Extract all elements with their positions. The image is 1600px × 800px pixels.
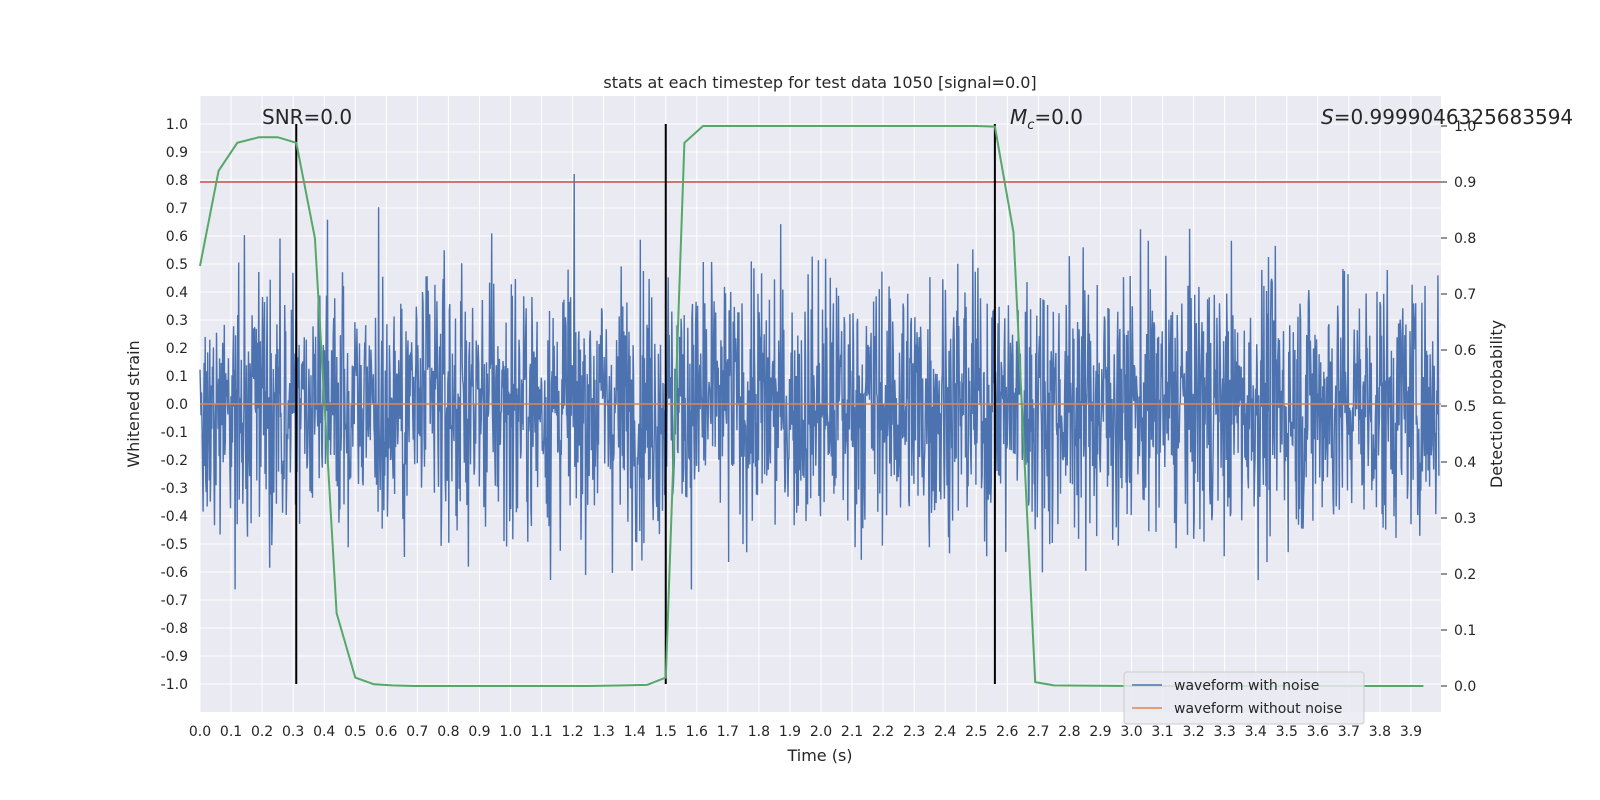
x-tick-label: 0.4 (313, 724, 335, 740)
legend-label-clean: waveform without noise (1174, 701, 1342, 717)
x-tick-labels: 0.0 0.1 0.2 0.3 0.4 0.5 0.6 0.7 0.8 0.9 1.0 1.1 1.2 1… (189, 724, 1422, 740)
y-tick-label: -0.3 (161, 481, 188, 497)
y-tick-label: 0.0 (166, 397, 188, 413)
x-tick-label: 2.3 (903, 724, 925, 740)
y-axis-title: Whitened strain (124, 340, 143, 467)
legend: waveform with noise waveform without noi… (1123, 671, 1365, 725)
noisy-waveform-line (199, 173, 1440, 590)
x-tick-label: 3.6 (1307, 724, 1329, 740)
x-tick-label: 3.5 (1276, 724, 1298, 740)
y-tick-label: -0.8 (161, 621, 188, 637)
x-tick-label: 0.2 (251, 724, 273, 740)
noisy-waveform-series (199, 173, 1440, 590)
s-symbol: S (1321, 105, 1334, 129)
snr-annotation: SNR=0.0 (262, 105, 352, 129)
y2-tick-label: 0.0 (1454, 679, 1476, 695)
y-tick-label: 0.4 (166, 285, 188, 301)
x-tick-label: 1.1 (530, 724, 552, 740)
x-tick-label: 2.2 (872, 724, 894, 740)
x-tick-label: 3.3 (1214, 724, 1236, 740)
x-tick-label: 3.2 (1182, 724, 1204, 740)
x-tick-label: 1.5 (655, 724, 677, 740)
x-tick-label: 0.3 (282, 724, 304, 740)
x-tick-label: 0.5 (344, 724, 366, 740)
chirp-mass-symbol: M (1010, 105, 1027, 129)
y-tick-label: -1.0 (161, 677, 188, 693)
x-tick-label: 1.8 (748, 724, 770, 740)
detection-probability-line (199, 125, 1424, 687)
x-tick-label: 3.9 (1400, 724, 1422, 740)
x-tick-label: 0.6 (375, 724, 397, 740)
legend-label-noisy: waveform with noise (1174, 678, 1319, 694)
x-tick-label: 1.9 (779, 724, 801, 740)
x-tick-label: 3.0 (1120, 724, 1142, 740)
y-tick-label: -0.7 (161, 593, 188, 609)
y2-tick-label: 0.9 (1454, 175, 1476, 191)
chirp-mass-annotation: Mc=0.0 (1010, 105, 1083, 133)
y2-tick-label: 0.7 (1454, 287, 1476, 303)
x-axis-title: Time (s) (786, 746, 852, 765)
y2-tick-label: 0.4 (1454, 455, 1476, 471)
marker-lines (295, 124, 996, 684)
x-tick-label: 2.0 (810, 724, 832, 740)
y2-tick-labels: 1.0 0.9 0.8 0.7 0.6 0.5 0.4 0.3 0.2 0.1 0.0 (1441, 119, 1476, 695)
y2-tick-label: 0.5 (1454, 399, 1476, 415)
x-tick-label: 2.5 (965, 724, 987, 740)
x-tick-label: 1.6 (686, 724, 708, 740)
s-annotation: S=0.9999046325683594 (1321, 105, 1573, 129)
x-tick-label: 3.1 (1151, 724, 1173, 740)
y2-tick-label: 1.0 (1454, 119, 1476, 135)
y-tick-label: -0.4 (161, 509, 188, 525)
chirp-mass-value: =0.0 (1034, 105, 1083, 129)
y2-tick-label: 0.1 (1454, 623, 1476, 639)
legend-box (1123, 671, 1365, 725)
y2-tick-label: 0.6 (1454, 343, 1476, 359)
y-tick-label: 0.8 (166, 173, 188, 189)
y-tick-label: -0.5 (161, 537, 188, 553)
y2-axis-title: Detection probability (1487, 320, 1506, 488)
y-tick-labels: 1.0 0.9 0.8 0.7 0.6 0.5 0.4 0.3 0.2 0.1 0.0 -0.1 -0.… (161, 117, 188, 693)
y-tick-label: -0.9 (161, 649, 188, 665)
y-tick-label: 0.2 (166, 341, 188, 357)
x-tick-label: 2.7 (1027, 724, 1049, 740)
x-tick-label: 2.4 (934, 724, 956, 740)
chart-title: stats at each timestep for test data 105… (603, 73, 1036, 92)
y2-tick-label: 0.2 (1454, 567, 1476, 583)
x-tick-label: 1.3 (593, 724, 615, 740)
y-tick-label: -0.2 (161, 453, 188, 469)
y-tick-label: 0.7 (166, 201, 188, 217)
y-tick-label: 0.6 (166, 229, 188, 245)
s-value: =0.9999046325683594 (1334, 105, 1573, 129)
x-tick-label: 0.1 (220, 724, 242, 740)
x-tick-label: 0.7 (406, 724, 428, 740)
y2-tick-label: 0.8 (1454, 231, 1476, 247)
x-tick-label: 3.7 (1338, 724, 1360, 740)
x-tick-label: 1.0 (499, 724, 521, 740)
y-tick-label: -0.1 (161, 425, 188, 441)
y-tick-label: 0.1 (166, 369, 188, 385)
x-tick-label: 2.1 (841, 724, 863, 740)
x-tick-label: 1.7 (717, 724, 739, 740)
y-tick-label: 0.3 (166, 313, 188, 329)
x-tick-label: 0.0 (189, 724, 211, 740)
x-tick-label: 3.4 (1245, 724, 1267, 740)
x-tick-label: 2.9 (1089, 724, 1111, 740)
x-tick-label: 0.9 (468, 724, 490, 740)
y2-tick-label: 0.3 (1454, 511, 1476, 527)
x-tick-label: 2.6 (996, 724, 1018, 740)
y-tick-label: -0.6 (161, 565, 188, 581)
x-tick-label: 0.8 (437, 724, 459, 740)
y-tick-label: 0.9 (166, 145, 188, 161)
x-tick-label: 2.8 (1058, 724, 1080, 740)
chirp-mass-subscript: c (1027, 118, 1034, 133)
x-tick-label: 1.2 (561, 724, 583, 740)
y-tick-label: 1.0 (166, 117, 188, 133)
x-tick-label: 1.4 (624, 724, 646, 740)
y-tick-label: 0.5 (166, 257, 188, 273)
x-tick-label: 3.8 (1369, 724, 1391, 740)
